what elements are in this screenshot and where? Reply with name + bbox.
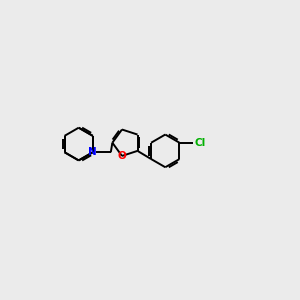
Text: Cl: Cl (194, 138, 205, 148)
Text: N: N (88, 147, 97, 157)
Text: O: O (118, 151, 126, 161)
